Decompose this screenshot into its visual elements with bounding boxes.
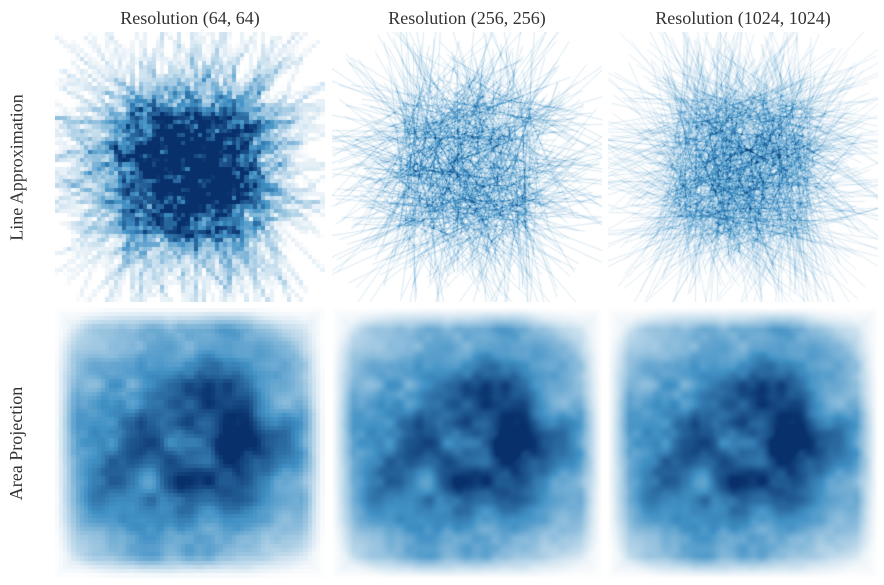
- row-label-area-projection: Area Projection: [6, 386, 27, 500]
- column-title-res-64: Resolution (64, 64): [120, 8, 260, 28]
- line-approximation-256-heatmap: [332, 32, 602, 302]
- column-title-res-1024: Resolution (1024, 1024): [655, 8, 831, 28]
- area-projection-1024-heatmap: [608, 308, 878, 578]
- row-label-line-approximation: Line Approximation: [6, 93, 27, 241]
- column-title-res-256: Resolution (256, 256): [388, 8, 546, 28]
- line-approximation-64-heatmap: [55, 32, 325, 302]
- area-projection-64-heatmap: [55, 308, 325, 578]
- line-approximation-1024-heatmap: [608, 32, 878, 302]
- area-projection-256-heatmap: [332, 308, 602, 578]
